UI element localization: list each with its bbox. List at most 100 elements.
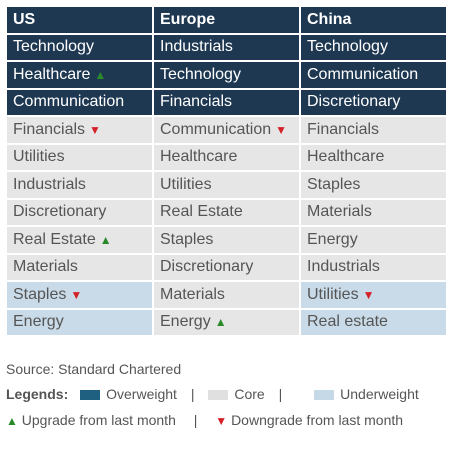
sector-label: Financials bbox=[13, 120, 86, 138]
sector-label: Energy bbox=[160, 313, 211, 331]
sector-cell-china: Energy bbox=[301, 227, 446, 253]
sector-label: Real Estate bbox=[160, 203, 243, 221]
sector-cell-europe: Healthcare bbox=[154, 144, 299, 170]
sector-cell-europe: Real Estate bbox=[154, 199, 299, 225]
column-header-china: China bbox=[301, 7, 446, 33]
sector-cell-china: Materials bbox=[301, 199, 446, 225]
legend-separator: | bbox=[193, 412, 198, 428]
sector-table: US Europe China Technology Industrials Tec… bbox=[5, 5, 448, 337]
sector-cell-us: Real Estate ▲ bbox=[7, 227, 152, 253]
sector-cell-europe: Utilities bbox=[154, 172, 299, 198]
sector-label: Technology bbox=[160, 65, 241, 83]
sector-label: Staples bbox=[307, 175, 361, 193]
upgrade-arrow-icon: ▲ bbox=[99, 232, 112, 247]
sector-cell-china: Technology bbox=[301, 34, 446, 60]
sector-cell-china: Utilities ▼ bbox=[301, 282, 446, 308]
sector-cell-europe: Financials bbox=[154, 89, 299, 115]
sector-cell-europe: Energy ▲ bbox=[154, 309, 299, 335]
sector-label: Real estate bbox=[307, 313, 388, 331]
table-row: Real Estate ▲ Staples Energy bbox=[7, 227, 446, 253]
legend-tiers: Legends: Overweight | Core | Underweight bbox=[6, 386, 419, 402]
legend-upgrade-label: Upgrade from last month bbox=[21, 412, 176, 428]
sector-label: Industrials bbox=[160, 38, 233, 56]
table-body: Technology Industrials Technology Healthcar… bbox=[7, 34, 446, 335]
downgrade-arrow-icon: ▼ bbox=[89, 122, 101, 137]
legend-arrows: ▲ Upgrade from last month | ▼ Downgrade … bbox=[6, 412, 403, 428]
downgrade-arrow-icon: ▼ bbox=[70, 287, 83, 302]
sector-cell-china: Industrials bbox=[301, 254, 446, 280]
table-row: Communication Financials Discretionary bbox=[7, 89, 446, 115]
overweight-swatch bbox=[80, 390, 101, 401]
sector-label: Utilities bbox=[160, 175, 212, 193]
upgrade-arrow-icon: ▲ bbox=[6, 414, 18, 428]
sector-label: Discretionary bbox=[13, 203, 107, 221]
sector-cell-us: Discretionary bbox=[7, 199, 152, 225]
legend-core-label: Core bbox=[234, 386, 265, 402]
sector-cell-europe: Communication ▼ bbox=[154, 117, 299, 143]
table-row: Financials ▼ Communication ▼ Financials bbox=[7, 117, 446, 143]
sector-label: Staples bbox=[13, 285, 67, 303]
column-header-us: US bbox=[7, 7, 152, 33]
table-row: Energy Energy ▲ Real estate bbox=[7, 309, 446, 335]
core-swatch bbox=[208, 390, 229, 401]
sector-label: Materials bbox=[13, 258, 78, 276]
sector-label: Discretionary bbox=[307, 93, 401, 111]
table-row: Industrials Utilities Staples bbox=[7, 172, 446, 198]
sector-cell-us: Materials bbox=[7, 254, 152, 280]
sector-cell-us: Healthcare ▲ bbox=[7, 62, 152, 88]
sector-cell-us: Financials ▼ bbox=[7, 117, 152, 143]
sector-label: Communication bbox=[160, 120, 272, 138]
legend-overweight-label: Overweight bbox=[106, 386, 177, 402]
sector-label: Communication bbox=[13, 93, 125, 111]
downgrade-arrow-icon: ▼ bbox=[362, 287, 375, 302]
sector-label: Financials bbox=[307, 120, 380, 138]
sector-label: Technology bbox=[13, 38, 94, 56]
sector-cell-china: Communication bbox=[301, 62, 446, 88]
sector-cell-europe: Technology bbox=[154, 62, 299, 88]
source-note: Source: Standard Chartered bbox=[6, 361, 182, 377]
legend-title: Legends: bbox=[6, 386, 69, 402]
sector-cell-us: Technology bbox=[7, 34, 152, 60]
sector-label: Utilities bbox=[13, 148, 65, 166]
legend-separator: | bbox=[278, 386, 283, 402]
sector-label: Materials bbox=[160, 285, 225, 303]
underweight-swatch bbox=[314, 390, 335, 401]
table-row: Healthcare ▲ Technology Communication bbox=[7, 62, 446, 88]
downgrade-arrow-icon: ▼ bbox=[215, 414, 228, 428]
sector-label: Healthcare bbox=[160, 148, 238, 166]
table-row: Utilities Healthcare Healthcare bbox=[7, 144, 446, 170]
sector-cell-us: Industrials bbox=[7, 172, 152, 198]
sector-cell-china: Discretionary bbox=[301, 89, 446, 115]
table-row: Technology Industrials Technology bbox=[7, 34, 446, 60]
sector-cell-europe: Staples bbox=[154, 227, 299, 253]
legend-downgrade-label: Downgrade from last month bbox=[231, 412, 404, 428]
table-row: Staples ▼ Materials Utilities ▼ bbox=[7, 282, 446, 308]
sector-label: Discretionary bbox=[160, 258, 254, 276]
sector-label: Technology bbox=[307, 38, 388, 56]
sector-label: Financials bbox=[160, 93, 233, 111]
sector-cell-china: Healthcare bbox=[301, 144, 446, 170]
sector-label: Communication bbox=[307, 65, 419, 83]
legend-underweight-label: Underweight bbox=[340, 386, 419, 402]
sector-label: Healthcare bbox=[13, 65, 91, 83]
sector-label: Real Estate bbox=[13, 230, 96, 248]
upgrade-arrow-icon: ▲ bbox=[94, 67, 107, 82]
sector-cell-europe: Industrials bbox=[154, 34, 299, 60]
sector-label: Staples bbox=[160, 230, 214, 248]
sector-label: Healthcare bbox=[307, 148, 385, 166]
sector-label: Energy bbox=[307, 230, 358, 248]
sector-cell-us: Communication bbox=[7, 89, 152, 115]
table-row: Discretionary Real Estate Materials bbox=[7, 199, 446, 225]
sector-cell-us: Utilities bbox=[7, 144, 152, 170]
column-header-europe: Europe bbox=[154, 7, 299, 33]
upgrade-arrow-icon: ▲ bbox=[214, 315, 227, 330]
legend-separator: | bbox=[190, 386, 195, 402]
downgrade-arrow-icon: ▼ bbox=[275, 122, 288, 137]
sector-cell-us: Staples ▼ bbox=[7, 282, 152, 308]
sector-label: Utilities bbox=[307, 285, 359, 303]
table-row: Materials Discretionary Industrials bbox=[7, 254, 446, 280]
sector-label: Industrials bbox=[13, 175, 86, 193]
sector-cell-china: Staples bbox=[301, 172, 446, 198]
sector-label: Materials bbox=[307, 203, 372, 221]
